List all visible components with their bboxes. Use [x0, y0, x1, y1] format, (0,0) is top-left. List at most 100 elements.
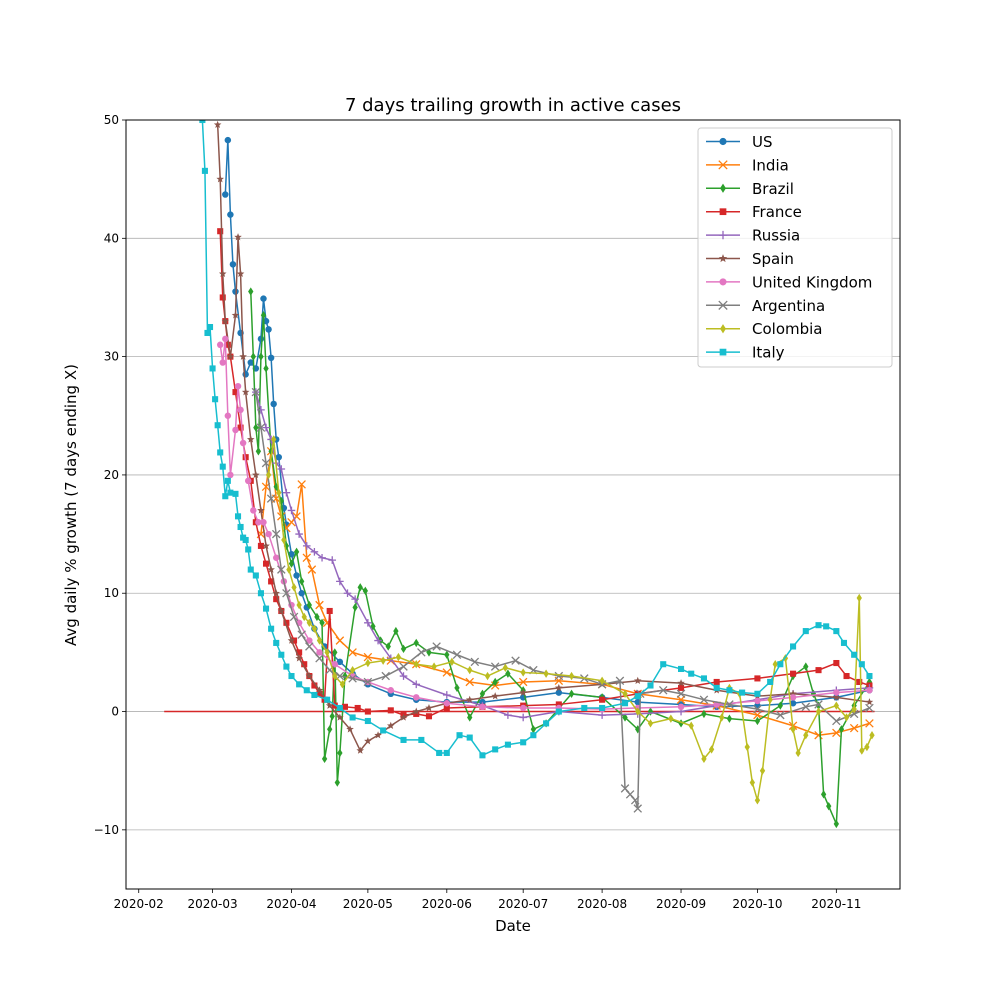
data-point [555, 701, 562, 708]
data-point [301, 612, 307, 622]
legend-item-spain: Spain [706, 250, 794, 268]
data-point [217, 228, 224, 235]
data-point [417, 648, 426, 657]
data-point [864, 742, 870, 752]
data-point [293, 547, 300, 557]
data-point [216, 341, 224, 349]
data-point [231, 311, 240, 319]
data-point [307, 565, 317, 574]
data-point [257, 542, 264, 549]
data-point [708, 745, 715, 754]
data-point [772, 660, 778, 669]
data-point [356, 746, 365, 754]
data-point [321, 754, 328, 764]
data-point [701, 709, 707, 719]
data-point [467, 713, 473, 722]
data-point [677, 684, 685, 691]
legend-item-argentina: Argentina [706, 297, 825, 315]
data-point [647, 682, 654, 689]
data-point [413, 660, 419, 669]
data-point [492, 746, 499, 753]
data-point [815, 707, 822, 716]
data-point [530, 725, 537, 734]
data-point [268, 625, 275, 632]
data-point [554, 671, 564, 681]
x-tick-label: 2020-09 [656, 897, 706, 911]
data-point [865, 698, 874, 706]
y-tick-label: 10 [104, 586, 119, 600]
data-point [621, 700, 629, 707]
data-point [237, 406, 244, 414]
data-point [282, 588, 291, 598]
data-point [777, 661, 784, 668]
data-point [247, 566, 254, 573]
data-point [281, 535, 287, 545]
data-point [288, 559, 295, 568]
data-point [400, 644, 407, 654]
data-point [802, 628, 809, 635]
data-point [251, 387, 261, 397]
data-point [341, 703, 349, 710]
data-point [749, 778, 755, 787]
data-point [380, 727, 387, 734]
data-point [250, 507, 257, 514]
data-point [399, 713, 408, 721]
data-point [795, 748, 801, 758]
data-point [315, 600, 324, 610]
data-point [314, 612, 320, 622]
data-point [232, 426, 239, 434]
data-point [335, 636, 345, 645]
data-point [232, 490, 239, 497]
data-point [622, 713, 628, 722]
data-point [832, 728, 841, 738]
data-point [647, 719, 654, 728]
data-point [234, 382, 242, 390]
data-point [267, 354, 275, 362]
data-point [425, 713, 433, 720]
legend-marker [718, 160, 728, 170]
data-point [268, 447, 274, 456]
data-point [346, 725, 354, 733]
data-point [633, 676, 642, 685]
data-point [343, 589, 352, 598]
data-point [354, 704, 361, 712]
data-point [334, 778, 340, 787]
data-point [277, 606, 286, 615]
data-point [365, 658, 371, 668]
data-point [227, 471, 234, 479]
data-point [255, 447, 262, 456]
data-point [252, 572, 259, 579]
data-point [865, 719, 874, 728]
data-point [431, 662, 437, 671]
data-point [297, 480, 306, 489]
data-point [599, 676, 605, 685]
data-point [418, 736, 425, 743]
data-point [268, 578, 275, 585]
data-point [272, 554, 280, 561]
data-point [305, 642, 314, 651]
data-point [287, 636, 296, 644]
legend-item-india: India [706, 156, 789, 174]
data-point [247, 359, 254, 366]
data-point [676, 689, 686, 699]
series-brazil [248, 287, 873, 829]
series-colombia [265, 435, 875, 805]
data-point [315, 654, 324, 663]
data-point [263, 364, 269, 373]
data-point [206, 323, 214, 331]
data-point [306, 637, 313, 644]
data-point [833, 659, 840, 667]
data-point [336, 704, 343, 712]
data-point [331, 660, 339, 668]
data-point [633, 804, 643, 813]
data-point [349, 665, 356, 675]
data-point [400, 736, 407, 743]
data-point [374, 636, 382, 645]
data-point [260, 519, 267, 526]
legend-item-russia: Russia [706, 227, 800, 245]
data-point [364, 708, 371, 715]
data-point [856, 593, 862, 603]
data-point [677, 703, 685, 711]
data-point [232, 389, 239, 396]
data-point [272, 589, 281, 597]
